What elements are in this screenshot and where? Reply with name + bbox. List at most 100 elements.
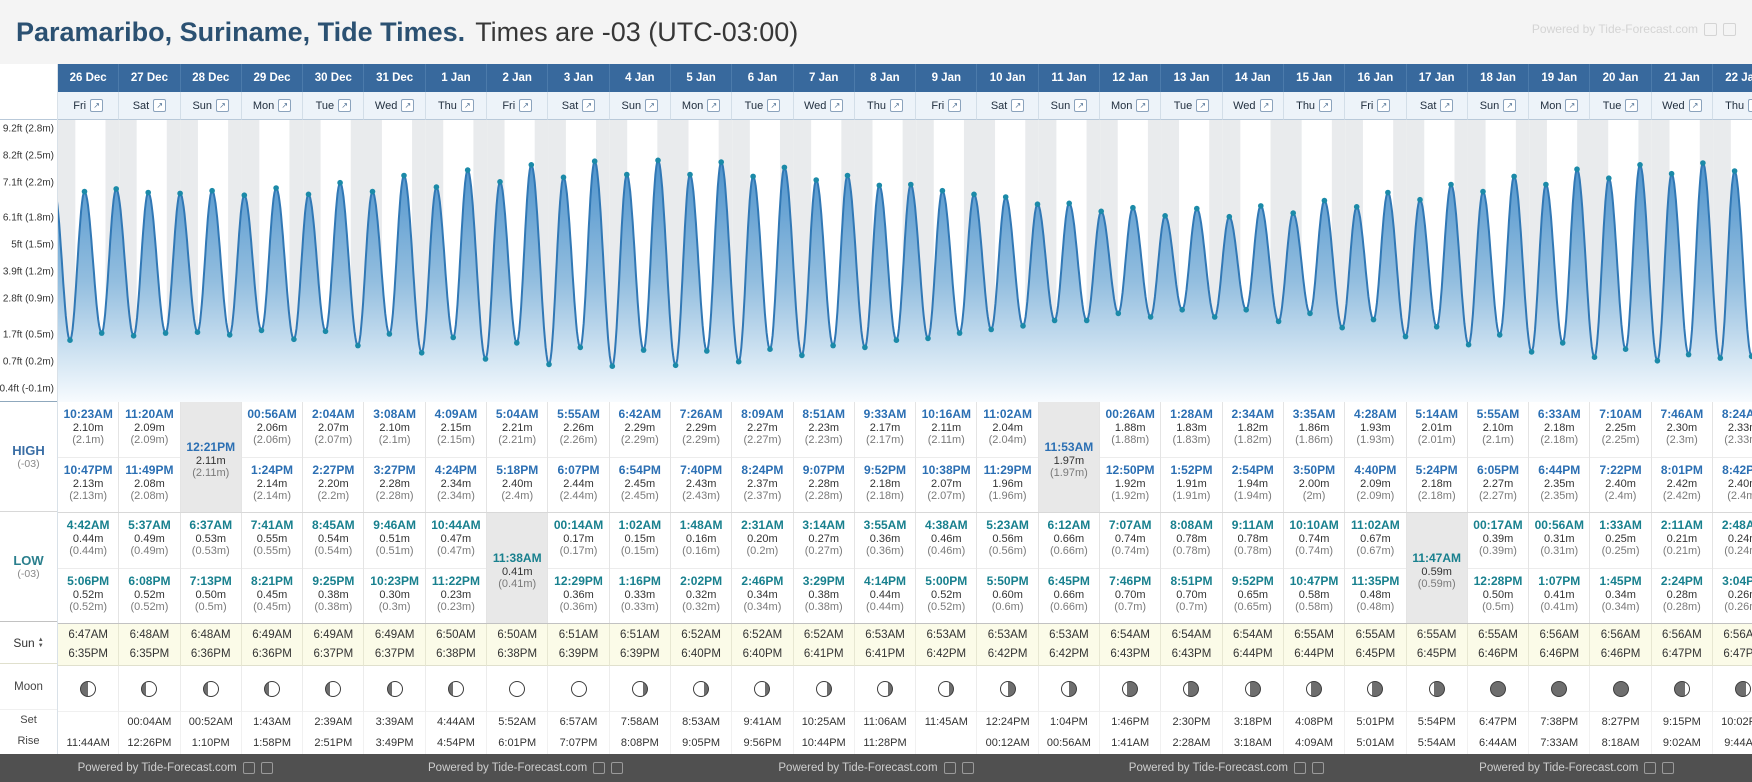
expand-day-button[interactable]: ↗ — [767, 99, 781, 112]
tide-height-alt: (2.09m) — [130, 434, 169, 446]
expand-day-button[interactable]: ↗ — [401, 99, 415, 112]
moon-phase-cell — [1529, 666, 1591, 712]
expand-day-button[interactable]: ↗ — [1196, 99, 1210, 112]
low-tide-cell: 4:42AM 0.44m (0.44m) 5:06PM 0.52m (0.52m) — [58, 513, 120, 623]
moon-phase-icon-waxing-gibbous — [264, 680, 281, 697]
expand-day-button[interactable]: ↗ — [1688, 99, 1702, 112]
low-tide-cell: 1:48AM 0.16m (0.16m) 2:02PM 0.32m (0.32m) — [670, 513, 733, 623]
moon-phase-cell — [241, 666, 304, 712]
tide-event: 5:18PM 2.40m (2.4m) — [487, 458, 547, 513]
expand-day-button[interactable]: ↗ — [707, 99, 721, 112]
tide-time: 8:24AM — [1721, 407, 1752, 421]
expand-day-button[interactable]: ↗ — [1074, 99, 1088, 112]
date-cell: 31 Dec — [364, 64, 426, 92]
tide-extreme-dot — [291, 336, 297, 343]
high-tide-cell: 7:26AM 2.29m (2.29m) 7:40PM 2.43m (2.43m) — [670, 402, 733, 512]
moon-phase-cell — [1038, 666, 1101, 712]
weekday-cell: Tue ↗ — [303, 92, 365, 120]
expand-day-button[interactable]: ↗ — [1377, 99, 1391, 112]
expand-day-button[interactable]: ↗ — [90, 99, 104, 112]
tide-extreme-dot — [546, 361, 552, 368]
tide-time: 00:17AM — [1473, 518, 1523, 532]
sun-times-cell: 6:56AM 6:47PM — [1713, 624, 1752, 666]
powered-by-link[interactable]: Powered by Tide-Forecast.com — [1129, 762, 1324, 774]
expand-day-button[interactable]: ↗ — [830, 99, 844, 112]
sunrise-time: 6:55AM — [1478, 629, 1518, 641]
tide-height: 2.18m — [1421, 477, 1452, 490]
tide-height: 1.93m — [1360, 422, 1391, 434]
moon-phase-cell — [854, 666, 917, 712]
tide-extreme-dot — [640, 347, 647, 353]
moonset-row: 00:04AM 00:52AM 1:43AM 2:39AM 3:39AM 4:44AM 5:… — [58, 712, 1752, 733]
expand-day-button[interactable]: ↗ — [645, 99, 659, 112]
tide-time: 2:02PM — [680, 573, 723, 588]
tide-time: 4:38AM — [924, 518, 968, 532]
high-tide-cell: 2:04AM 2.07m (2.07m) 2:27PM 2.20m (2.2m) — [303, 402, 365, 512]
expand-day-button[interactable]: ↗ — [1011, 99, 1025, 112]
sun-times-cell: 6:53AM 6:42PM — [1038, 624, 1101, 666]
tide-height-alt: (2.3m) — [1665, 434, 1698, 446]
weekday-label: Mon — [681, 99, 704, 112]
tide-time: 1:33AM — [1599, 518, 1642, 532]
y-axis-label: 1.7ft (0.5m) — [2, 329, 54, 341]
expand-day-button[interactable]: ↗ — [216, 99, 230, 112]
expand-day-button[interactable]: ↗ — [1748, 99, 1752, 112]
low-tide-cell: 6:37AM 0.53m (0.53m) 7:13PM 0.50m (0.5m) — [180, 513, 242, 623]
tide-time: 9:46AM — [373, 518, 416, 532]
moon-phase-cell — [1590, 666, 1652, 712]
expand-day-button[interactable]: ↗ — [889, 99, 903, 112]
page-header: Paramaribo, Suriname, Tide Times. Times … — [0, 0, 1752, 64]
expand-day-button[interactable]: ↗ — [1259, 99, 1273, 112]
powered-by-link[interactable]: Powered by Tide-Forecast.com — [1479, 762, 1675, 774]
expand-day-button[interactable]: ↗ — [153, 99, 167, 112]
expand-day-button[interactable]: ↗ — [519, 99, 533, 112]
expand-day-button[interactable]: ↗ — [1440, 99, 1454, 112]
powered-by-link[interactable]: Powered by Tide-Forecast.com — [428, 762, 624, 774]
tide-height-alt: (2.44m) — [559, 489, 598, 502]
tide-height-alt: (0.49m) — [130, 545, 169, 557]
date-cell: 2 Jan — [487, 64, 549, 92]
tide-event: 10:10AM 0.74m (0.74m) — [1283, 513, 1345, 569]
tide-event: 11:38AM 0.41m (0.41m) — [487, 546, 547, 590]
expand-day-button[interactable]: ↗ — [1565, 99, 1579, 112]
tide-height: 1.94m — [1237, 477, 1269, 490]
expand-day-button[interactable]: ↗ — [1136, 99, 1150, 112]
moonrise-time-cell: 4:09AM — [1284, 733, 1346, 754]
high-tide-cell: 00:26AM 1.88m (1.88m) 12:50PM 1.92m (1.92m) — [1100, 402, 1162, 512]
moonrise-time-cell: 2:51PM — [303, 733, 365, 754]
tide-event: 3:27PM 2.28m (2.28m) — [364, 458, 424, 513]
date-cell: 21 Jan — [1651, 64, 1714, 92]
powered-by-link[interactable]: Powered by Tide-Forecast.com — [1532, 22, 1736, 36]
powered-by-link[interactable]: Powered by Tide-Forecast.com — [78, 762, 273, 774]
tide-time: 5:04AM — [495, 407, 539, 421]
moon-phase-cell — [1161, 666, 1223, 712]
tide-event: 00:14AM 0.17m (0.17m) — [548, 513, 609, 569]
tide-extreme-dot — [81, 188, 88, 195]
tide-height: 2.27m — [747, 422, 778, 434]
tide-extreme-dot — [1179, 307, 1185, 313]
tide-extreme-dot — [464, 167, 471, 173]
tide-height-alt: (0.66m) — [1049, 600, 1088, 613]
powered-by-link[interactable]: Powered by Tide-Forecast.com — [778, 762, 974, 774]
moonset-row-label: Set — [20, 714, 37, 726]
tide-time: 5:00PM — [925, 573, 968, 588]
tide-event: 3:14AM 0.27m (0.27m) — [793, 513, 854, 569]
moon-phase-icon-third-quarter — [999, 680, 1016, 697]
tide-height-alt: (2.13m) — [69, 489, 108, 502]
tide-time: 2:34AM — [1231, 407, 1275, 421]
tide-time: 3:08AM — [373, 407, 416, 421]
low-row-label: LOW (-03) — [0, 512, 57, 622]
tide-time: 5:14AM — [1415, 407, 1459, 421]
expand-day-button[interactable]: ↗ — [1625, 99, 1639, 112]
expand-day-button[interactable]: ↗ — [582, 99, 596, 112]
tide-height-alt: (2.29m) — [620, 434, 659, 446]
expand-day-button[interactable]: ↗ — [1503, 99, 1517, 112]
expand-day-button[interactable]: ↗ — [460, 99, 474, 112]
expand-day-button[interactable]: ↗ — [948, 99, 962, 112]
weekday-cell: Wed ↗ — [1651, 92, 1714, 120]
expand-day-button[interactable]: ↗ — [338, 99, 352, 112]
expand-day-button[interactable]: ↗ — [1319, 99, 1333, 112]
sunrise-time: 6:51AM — [558, 629, 599, 641]
expand-day-button[interactable]: ↗ — [278, 99, 292, 112]
tide-time: 4:24PM — [434, 462, 477, 477]
